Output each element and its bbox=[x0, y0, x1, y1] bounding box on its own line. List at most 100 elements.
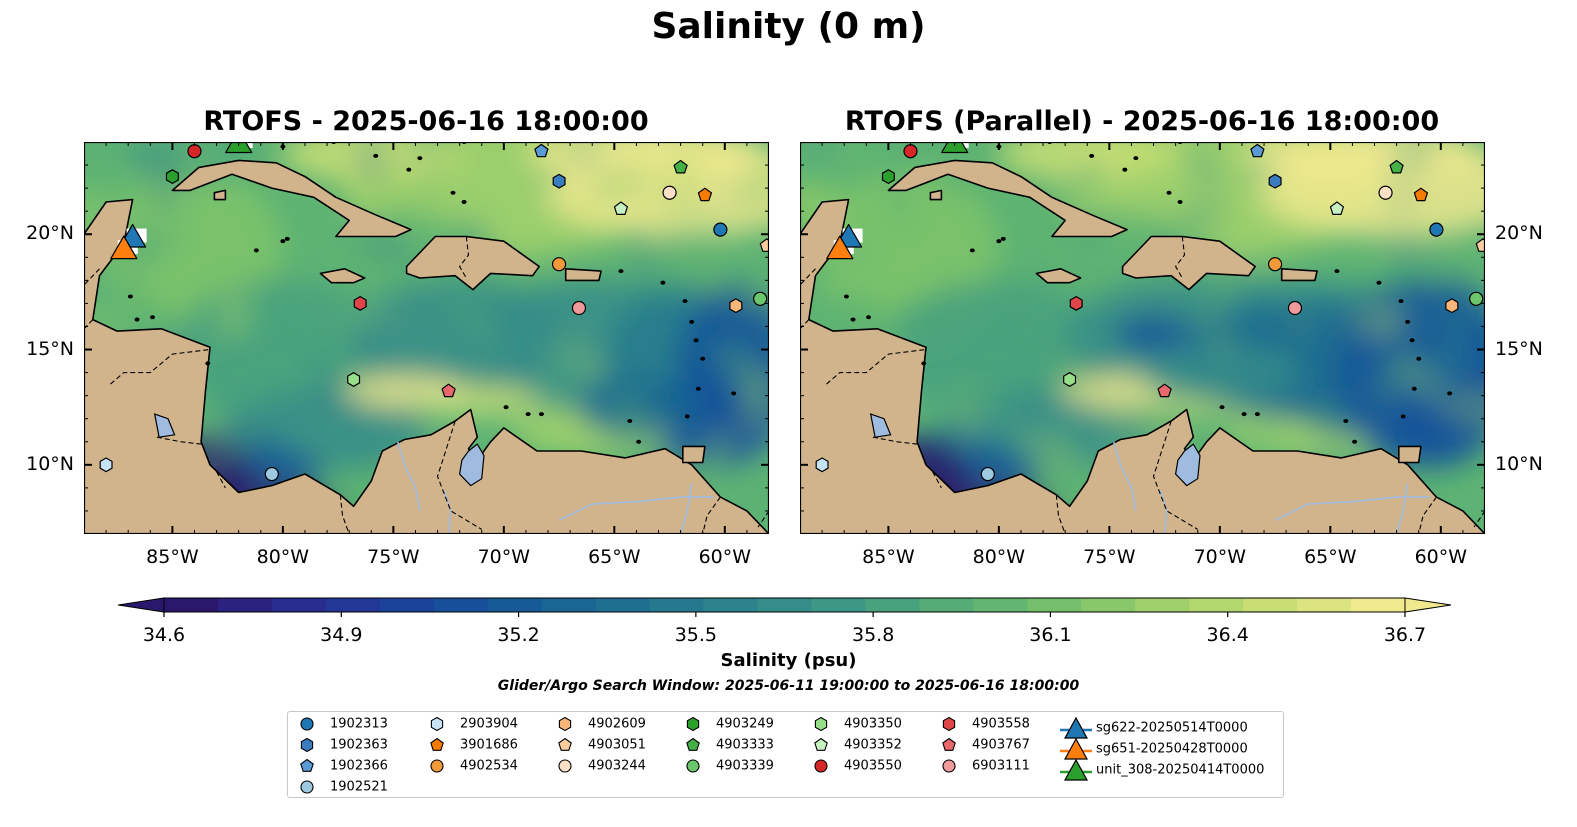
eddy-65 bbox=[1420, 349, 1458, 394]
country-border-3 bbox=[156, 436, 202, 445]
eddy-26 bbox=[743, 363, 769, 438]
legend-item: 4903767 bbox=[940, 737, 1030, 754]
argo-float-6903111 bbox=[571, 300, 587, 316]
pentagon-marker-icon bbox=[686, 737, 700, 751]
lon-tick-label: 80°W bbox=[256, 546, 310, 568]
river-2 bbox=[1395, 483, 1409, 534]
eddy-59 bbox=[1125, 147, 1160, 178]
pentagon-marker-icon bbox=[942, 737, 956, 751]
lat-tick-label: 15°N bbox=[26, 337, 74, 360]
eddy-49 bbox=[213, 390, 244, 453]
colorbar-segment bbox=[1135, 598, 1190, 612]
islet-25 bbox=[127, 294, 133, 299]
river-2 bbox=[679, 483, 693, 534]
river-1 bbox=[1274, 496, 1430, 521]
argo-float-4903767 bbox=[1157, 383, 1172, 398]
legend-label: 1902363 bbox=[330, 737, 388, 753]
eddy-45 bbox=[1048, 434, 1080, 467]
legend-item: 6903111 bbox=[940, 758, 1030, 775]
legend-label: 4903558 bbox=[972, 716, 1030, 732]
colorbar-tick-label: 36.1 bbox=[1029, 624, 1071, 646]
eddy-9 bbox=[733, 164, 769, 209]
eddy-41 bbox=[607, 394, 649, 405]
eddy-44 bbox=[1201, 206, 1234, 234]
circle-marker-icon bbox=[942, 759, 956, 773]
eddy-57 bbox=[368, 452, 384, 465]
islet-1 bbox=[417, 156, 423, 161]
eddy-56 bbox=[1206, 386, 1220, 416]
colorbar-segment bbox=[541, 598, 597, 612]
argo-float-4903558 bbox=[353, 296, 367, 311]
islet-16 bbox=[731, 391, 737, 396]
eddy-11 bbox=[346, 402, 369, 474]
islet-19 bbox=[1254, 412, 1260, 417]
legend-item: sg622-20250514T0000 bbox=[1060, 716, 1248, 740]
eddy-25 bbox=[574, 350, 605, 382]
circle-marker-icon bbox=[300, 780, 314, 794]
islet-17 bbox=[1241, 412, 1247, 417]
argo-float-1902521 bbox=[264, 466, 279, 482]
colorbar-tick-label: 35.5 bbox=[675, 624, 717, 646]
land-hispaniola bbox=[1121, 235, 1257, 291]
colorbar-segment bbox=[1081, 598, 1136, 612]
legend-label: 1902366 bbox=[330, 758, 388, 774]
lon-tick-label: 70°W bbox=[477, 546, 531, 568]
eddy-49 bbox=[818, 148, 843, 170]
eddy-13 bbox=[1076, 330, 1104, 347]
eddy-41 bbox=[1066, 168, 1115, 184]
eddy-21 bbox=[313, 354, 345, 413]
eddy-35 bbox=[375, 176, 433, 216]
islet-18 bbox=[503, 405, 509, 410]
eddy-60 bbox=[1297, 404, 1345, 428]
argo-float-4903350 bbox=[347, 372, 361, 387]
country-border-9 bbox=[757, 510, 769, 528]
map-frame bbox=[84, 142, 769, 534]
legend-item: 4902534 bbox=[428, 758, 518, 775]
lon-tick-label: 65°W bbox=[1304, 546, 1357, 568]
lake-nicaragua bbox=[869, 413, 892, 438]
argo-float-4903352 bbox=[613, 201, 629, 216]
colorbar-tick-label: 35.8 bbox=[852, 624, 894, 646]
legend-label: unit_308-20250414T0000 bbox=[1096, 762, 1265, 778]
eddy-40 bbox=[1455, 427, 1485, 452]
argo-float-4903767 bbox=[441, 383, 456, 398]
lat-tick-label: 20°N bbox=[26, 222, 74, 245]
legend-label: sg622-20250514T0000 bbox=[1096, 720, 1248, 736]
eddy-30 bbox=[151, 142, 182, 179]
eddy-15 bbox=[727, 263, 761, 278]
argo-float-3901686 bbox=[697, 187, 713, 202]
argo-float-4903550 bbox=[187, 144, 202, 159]
legend-label: 6903111 bbox=[972, 758, 1030, 774]
colorbar-segment bbox=[164, 598, 219, 612]
islet-2 bbox=[1089, 153, 1095, 158]
lat-tick-label: 10°N bbox=[1495, 452, 1543, 475]
eddy-4 bbox=[1415, 311, 1434, 338]
hexagon-marker-icon bbox=[942, 716, 956, 732]
islet-13 bbox=[700, 356, 706, 361]
land-central bbox=[800, 198, 1485, 534]
lon-tick-label: 80°W bbox=[972, 546, 1026, 568]
colorbar-segment bbox=[649, 598, 705, 612]
argo-float-2903904 bbox=[99, 457, 113, 473]
lon-tick-label: 65°W bbox=[588, 546, 641, 568]
circle-marker-icon bbox=[300, 717, 314, 731]
argo-float-4903550 bbox=[903, 144, 918, 159]
land-jamaica bbox=[1035, 268, 1082, 284]
country-border-6 bbox=[436, 420, 482, 530]
legend-label: 4903550 bbox=[844, 758, 902, 774]
eddy-66 bbox=[627, 425, 648, 450]
legend-item: 4903352 bbox=[812, 737, 902, 754]
eddy-13 bbox=[355, 142, 390, 185]
islet-5 bbox=[1177, 199, 1183, 204]
triangle-marker-icon bbox=[1060, 758, 1092, 781]
argo-float-1902521 bbox=[980, 466, 995, 482]
islet-3 bbox=[1122, 167, 1128, 172]
colorbar-tick-label: 34.6 bbox=[143, 624, 185, 646]
legend-item: 3901686 bbox=[428, 737, 518, 754]
lake-nicaragua bbox=[153, 413, 176, 438]
country-border-1 bbox=[800, 319, 810, 330]
legend-label: 4903767 bbox=[972, 737, 1030, 753]
islet-4 bbox=[1166, 190, 1172, 195]
argo-float-1902363 bbox=[552, 173, 566, 189]
country-border-2 bbox=[110, 348, 211, 385]
